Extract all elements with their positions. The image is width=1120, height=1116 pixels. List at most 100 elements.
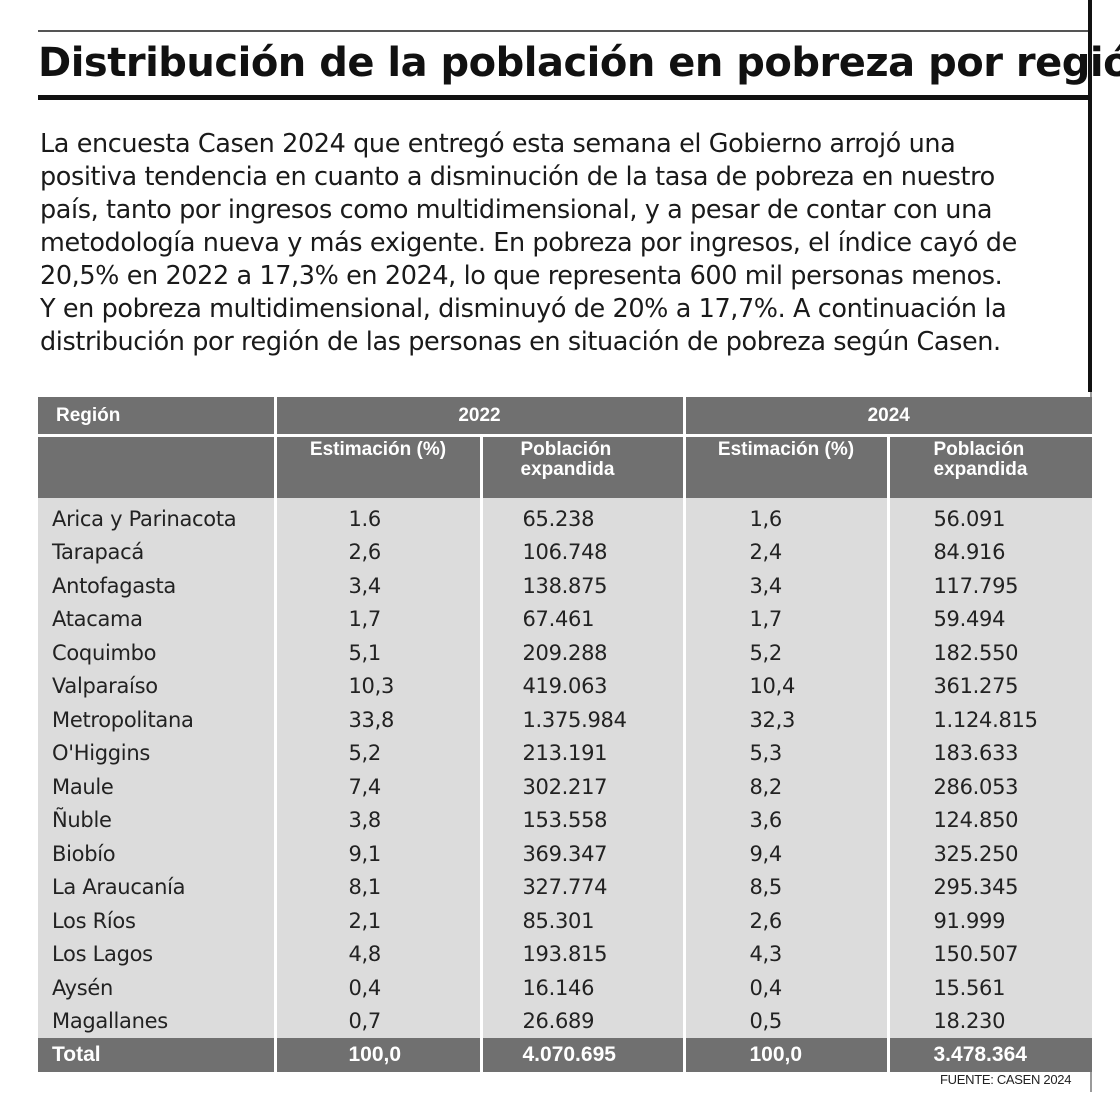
pop-2024-cell: 15.561 (886, 971, 1092, 1005)
pct-2024-cell: 8,2 (682, 770, 888, 804)
region-name-cell: La Araucanía (38, 870, 275, 904)
pct-2022-cell: 0,7 (273, 1004, 481, 1038)
table-row: Metropolitana 33,8 1.375.984 32,3 1.124.815 (38, 703, 1092, 737)
poverty-table: Región 2022 2024 Estimación (%) Població… (38, 397, 1092, 1072)
pct-2022-cell: 7,4 (273, 770, 481, 804)
pop-2024-cell: 325.250 (886, 837, 1092, 871)
intro-line: metodología nueva y más exigente. En pob… (40, 228, 1017, 258)
table-row: Antofagasta 3,4 138.875 3,4 117.795 (38, 569, 1092, 603)
pct-2022-cell: 5,1 (273, 636, 481, 670)
pop-2024-cell: 361.275 (886, 669, 1092, 703)
header-poblacion-line2: expandida (520, 459, 615, 480)
header-blank (38, 434, 275, 498)
pct-2022-cell: 3,4 (273, 569, 481, 603)
pop-2022-cell: 419.063 (479, 669, 684, 703)
pct-2024-cell: 3,4 (682, 569, 888, 603)
pct-2024-cell: 0,4 (682, 971, 888, 1005)
pct-2022-cell: 33,8 (273, 703, 481, 737)
pop-2022-cell: 302.217 (479, 770, 684, 804)
pct-2024-cell: 10,4 (682, 669, 888, 703)
pop-2024-cell: 286.053 (886, 770, 1092, 804)
table-row: Tarapacá 2,6 106.748 2,4 84.916 (38, 535, 1092, 569)
region-name-cell: Coquimbo (38, 636, 275, 670)
intro-line: país, tanto por ingresos como multidimen… (40, 195, 993, 225)
pct-2022-cell: 2,6 (273, 535, 481, 569)
pop-2024-cell: 183.633 (886, 736, 1092, 770)
pct-2022-cell: 1.6 (273, 498, 481, 536)
total-pct-2022: 100,0 (273, 1038, 481, 1072)
pct-2024-cell: 1,6 (682, 498, 888, 536)
pct-2022-cell: 2,1 (273, 904, 481, 938)
header-row-years: Región 2022 2024 (38, 397, 1092, 436)
region-name-cell: Tarapacá (38, 535, 275, 569)
table-row: Coquimbo 5,1 209.288 5,2 182.550 (38, 636, 1092, 670)
pop-2024-cell: 59.494 (886, 602, 1092, 636)
pop-2024-cell: 1.124.815 (886, 703, 1092, 737)
header-estimacion-2024: Estimación (%) (682, 434, 888, 498)
pop-2024-cell: 295.345 (886, 870, 1092, 904)
pop-2024-cell: 91.999 (886, 904, 1092, 938)
title-underline (38, 95, 1090, 100)
pop-2024-cell: 84.916 (886, 535, 1092, 569)
source-note: FUENTE: CASEN 2024 (940, 1072, 1072, 1087)
pop-2022-cell: 213.191 (479, 736, 684, 770)
pop-2024-cell: 124.850 (886, 803, 1092, 837)
header-poblacion-line2: expandida (933, 459, 1028, 480)
header-poblacion-line1: Población (520, 439, 612, 460)
region-name-cell: Los Ríos (38, 904, 275, 938)
region-name-cell: Maule (38, 770, 275, 804)
total-pct-2024: 100,0 (682, 1038, 888, 1072)
table-row: Valparaíso 10,3 419.063 10,4 361.275 (38, 669, 1092, 703)
region-name-cell: Antofagasta (38, 569, 275, 603)
pop-2024-cell: 150.507 (886, 937, 1092, 971)
header-estimacion-2022: Estimación (%) (273, 434, 481, 498)
table-row: Aysén 0,4 16.146 0,4 15.561 (38, 971, 1092, 1005)
pct-2024-cell: 5,2 (682, 636, 888, 670)
table-row: Los Lagos 4,8 193.815 4,3 150.507 (38, 937, 1092, 971)
pct-2022-cell: 5,2 (273, 736, 481, 770)
pct-2022-cell: 4,8 (273, 937, 481, 971)
pct-2024-cell: 5,3 (682, 736, 888, 770)
table-row: Los Ríos 2,1 85.301 2,6 91.999 (38, 904, 1092, 938)
pct-2022-cell: 8,1 (273, 870, 481, 904)
pop-2024-cell: 18.230 (886, 1004, 1092, 1038)
table-row: Arica y Parinacota 1.6 65.238 1,6 56.091 (38, 498, 1092, 536)
intro-line: 20,5% en 2022 a 17,3% en 2024, lo que re… (40, 261, 1003, 291)
pop-2022-cell: 193.815 (479, 937, 684, 971)
pop-2022-cell: 327.774 (479, 870, 684, 904)
pct-2024-cell: 2,6 (682, 904, 888, 938)
intro-line: distribución por región de las personas … (40, 327, 1001, 357)
pct-2022-cell: 10,3 (273, 669, 481, 703)
header-year-2024: 2024 (682, 397, 1092, 436)
region-name-cell: Valparaíso (38, 669, 275, 703)
pop-2024-cell: 182.550 (886, 636, 1092, 670)
header-poblacion-2024: Población expandida (886, 434, 1092, 498)
total-pop-2022: 4.070.695 (479, 1038, 684, 1072)
region-name-cell: Los Lagos (38, 937, 275, 971)
pct-2024-cell: 9,4 (682, 837, 888, 871)
page-title: Distribución de la población en pobreza … (38, 40, 1120, 86)
table-row: Maule 7,4 302.217 8,2 286.053 (38, 770, 1092, 804)
table-row: Atacama 1,7 67.461 1,7 59.494 (38, 602, 1092, 636)
pct-2024-cell: 1,7 (682, 602, 888, 636)
header-poblacion-2022: Población expandida (479, 434, 684, 498)
total-row: Total 100,0 4.070.695 100,0 3.478.364 (38, 1038, 1092, 1072)
pop-2022-cell: 1.375.984 (479, 703, 684, 737)
pop-2022-cell: 16.146 (479, 971, 684, 1005)
header-year-2022: 2022 (273, 397, 684, 436)
intro-line: positiva tendencia en cuanto a disminuci… (40, 162, 995, 192)
pop-2022-cell: 369.347 (479, 837, 684, 871)
header-row-columns: Estimación (%) Población expandida Estim… (38, 434, 1092, 498)
pop-2022-cell: 138.875 (479, 569, 684, 603)
pop-2022-cell: 85.301 (479, 904, 684, 938)
table-row: Ñuble 3,8 153.558 3,6 124.850 (38, 803, 1092, 837)
pct-2024-cell: 32,3 (682, 703, 888, 737)
header-region: Región (38, 397, 275, 436)
pop-2022-cell: 67.461 (479, 602, 684, 636)
table-body: Arica y Parinacota 1.6 65.238 1,6 56.091 Tara… (38, 498, 1092, 1038)
pct-2022-cell: 9,1 (273, 837, 481, 871)
table-row: O'Higgins 5,2 213.191 5,3 183.633 (38, 736, 1092, 770)
total-pop-2024: 3.478.364 (886, 1038, 1092, 1072)
pop-2022-cell: 106.748 (479, 535, 684, 569)
region-name-cell: Atacama (38, 602, 275, 636)
